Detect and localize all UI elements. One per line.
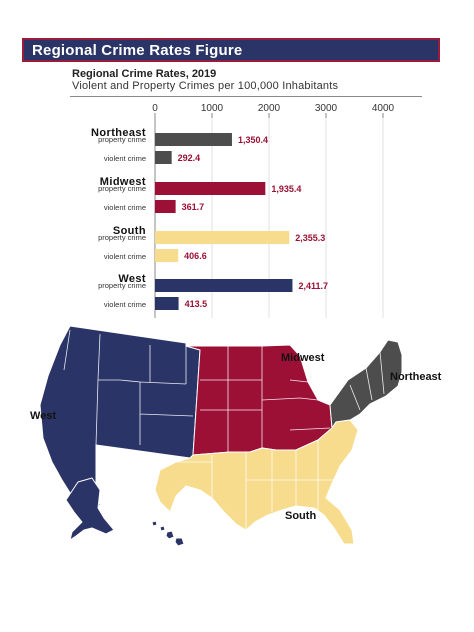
x-tick-label: 0 bbox=[152, 103, 158, 114]
banner-title: Regional Crime Rates Figure bbox=[32, 42, 243, 59]
alaska-region bbox=[65, 477, 115, 541]
bar bbox=[155, 151, 172, 164]
bar-category-label: violent crime bbox=[104, 252, 146, 261]
bar bbox=[155, 133, 232, 146]
x-tick-label: 3000 bbox=[315, 103, 338, 114]
bar bbox=[155, 297, 179, 310]
region-label: Midwest bbox=[100, 176, 146, 188]
title-divider bbox=[70, 96, 422, 97]
figure-banner: Regional Crime Rates Figure bbox=[22, 38, 440, 62]
south-region bbox=[154, 419, 359, 545]
hawaii-islands bbox=[151, 520, 185, 547]
bar bbox=[155, 279, 293, 292]
map-label-south: South bbox=[285, 510, 316, 522]
bar bbox=[155, 200, 176, 213]
bar-category-label: property crime bbox=[98, 135, 146, 144]
bar-category-label: violent crime bbox=[104, 300, 146, 309]
data-label: 406.6 bbox=[184, 251, 207, 261]
data-label: 2,411.7 bbox=[298, 281, 328, 291]
northeast-region bbox=[329, 339, 403, 429]
map-label-midwest: Midwest bbox=[281, 352, 325, 364]
map-label-northeast: Northeast bbox=[390, 371, 442, 383]
data-label: 2,355.3 bbox=[295, 233, 325, 243]
chart-title: Regional Crime Rates, 2019 bbox=[72, 68, 217, 80]
region-label: West bbox=[118, 273, 146, 285]
x-tick-label: 2000 bbox=[258, 103, 281, 114]
bar-category-label: property crime bbox=[98, 281, 146, 290]
chart-subtitle: Violent and Property Crimes per 100,000 … bbox=[72, 80, 339, 92]
bar bbox=[155, 249, 179, 262]
bar-category-label: property crime bbox=[98, 184, 146, 193]
bar bbox=[155, 182, 266, 195]
bar-category-label: violent crime bbox=[104, 203, 146, 212]
data-label: 1,350.4 bbox=[238, 135, 268, 145]
data-label: 361.7 bbox=[182, 202, 205, 212]
bar-category-label: property crime bbox=[98, 233, 146, 242]
x-tick-label: 1000 bbox=[201, 103, 224, 114]
bar-category-label: violent crime bbox=[104, 154, 146, 163]
x-tick-label: 4000 bbox=[372, 103, 395, 114]
region-label: Northeast bbox=[91, 127, 146, 139]
bar bbox=[155, 231, 290, 244]
map-label-west: West bbox=[30, 410, 56, 422]
region-label: South bbox=[113, 225, 146, 237]
data-label: 1,935.4 bbox=[271, 184, 301, 194]
data-label: 413.5 bbox=[185, 299, 208, 309]
data-label: 292.4 bbox=[178, 153, 201, 163]
